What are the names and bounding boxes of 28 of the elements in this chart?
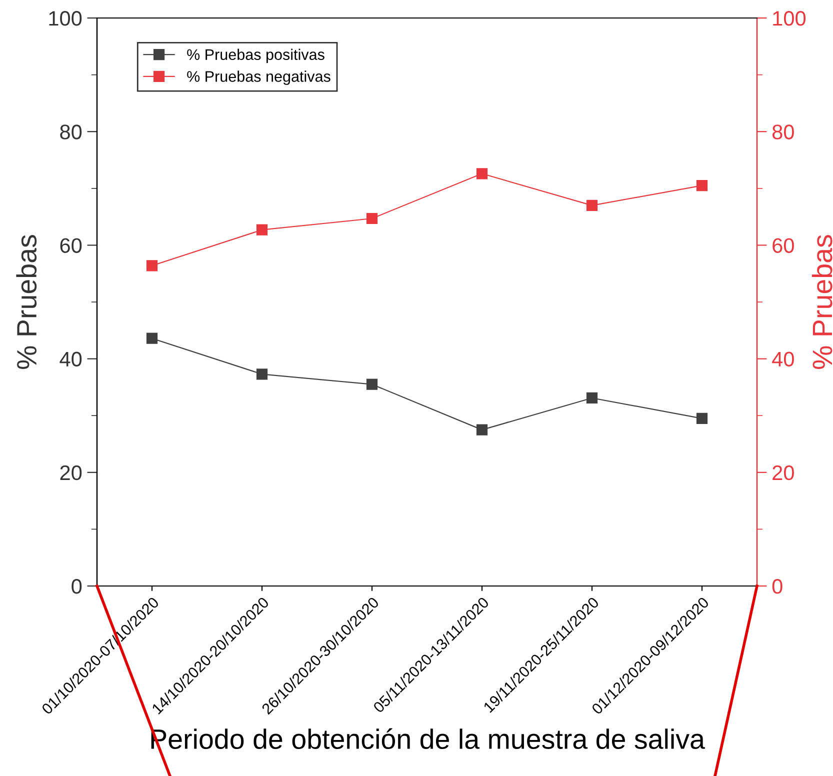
point xyxy=(256,224,268,236)
point xyxy=(256,368,268,380)
point xyxy=(366,212,378,224)
y2-axis-title: % Pruebas xyxy=(812,235,832,369)
y-tick-label: 0 xyxy=(72,579,82,594)
y2-tick-label: 0 xyxy=(772,579,782,594)
y-tick-label: 40 xyxy=(60,352,82,367)
y2-tick-label: 40 xyxy=(772,352,794,367)
y2-tick-label: 20 xyxy=(772,465,794,480)
point xyxy=(586,392,598,404)
legend-label: % Pruebas positivas xyxy=(187,48,324,64)
point xyxy=(586,200,598,211)
point xyxy=(476,424,488,436)
point xyxy=(696,180,708,192)
point xyxy=(696,412,708,424)
y-tick-label: 60 xyxy=(60,238,82,253)
point xyxy=(146,260,158,272)
y2-tick-label: 80 xyxy=(772,124,794,140)
point xyxy=(146,332,158,344)
y2-tick-label: 60 xyxy=(772,238,794,253)
legend-label: % Pruebas negativas xyxy=(187,70,330,85)
y-tick-label: 100 xyxy=(49,11,82,26)
y2-tick-label: 100 xyxy=(773,11,806,26)
y-tick-label: 80 xyxy=(60,124,82,140)
y-tick-label: 20 xyxy=(60,465,82,480)
point xyxy=(476,168,488,180)
point xyxy=(366,378,378,390)
y-axis-title: % Pruebas xyxy=(16,235,37,369)
